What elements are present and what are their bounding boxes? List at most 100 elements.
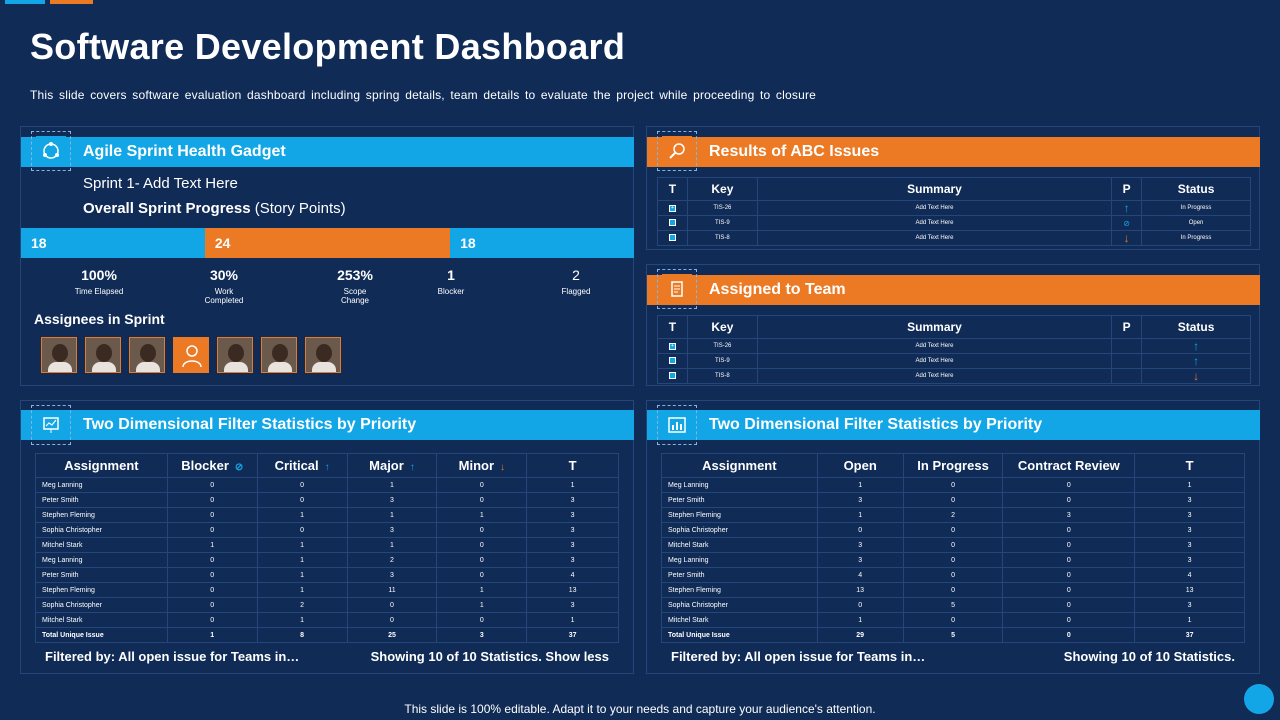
column-header-label: T — [568, 458, 577, 473]
column-header[interactable]: Open — [816, 453, 904, 478]
floating-action-button[interactable] — [1244, 684, 1274, 714]
abc-issues-header: Results of ABC Issues — [647, 137, 1260, 167]
priority-show-less-link[interactable]: Showing 10 of 10 Statistics. Show less — [370, 649, 609, 664]
table-row[interactable]: Stephen Fleming 0 1 1 1 3 — [35, 507, 619, 523]
count-cell: 0 — [166, 612, 258, 628]
count-cell: 13 — [816, 582, 904, 598]
table-row[interactable]: Mitchel Stark 0 1 0 0 1 — [35, 612, 619, 628]
column-header[interactable]: Minor ↓ — [436, 453, 528, 478]
column-header[interactable]: P — [1111, 177, 1143, 201]
column-header[interactable]: Status — [1141, 177, 1251, 201]
table-row[interactable]: Meg Lanning 3 0 0 3 — [661, 552, 1245, 568]
avatar[interactable] — [261, 337, 297, 373]
column-header[interactable]: Summary — [756, 177, 1113, 201]
count-cell: 3 — [526, 492, 619, 508]
count-cell: 1 — [436, 582, 528, 598]
table-row[interactable]: Stephen Fleming 1 2 3 3 — [661, 507, 1245, 523]
sprint-health-panel: Agile Sprint Health Gadget Sprint 1- Add… — [20, 126, 634, 386]
table-row[interactable]: Peter Smith 4 0 0 4 — [661, 567, 1245, 583]
total-cell: 25 — [346, 627, 438, 643]
type-cell: + — [657, 338, 688, 354]
column-header[interactable]: T — [1134, 453, 1245, 478]
avatar[interactable] — [305, 337, 341, 373]
count-cell: 1 — [1134, 612, 1245, 628]
count-cell: 0 — [902, 492, 1004, 508]
avatar-placeholder-icon[interactable] — [173, 337, 209, 373]
table-row[interactable]: TIS-9 Add Text Here ↑ — [657, 353, 1251, 369]
status-cell: ↑ — [1141, 338, 1251, 354]
table-row[interactable]: TIS-9 Add Text Here ⊘ Open — [657, 215, 1251, 231]
assignee-cell: Mitchel Stark — [35, 537, 168, 553]
table-row[interactable]: Peter Smith 0 1 3 0 4 — [35, 567, 619, 583]
count-cell: 1 — [346, 507, 438, 523]
column-header[interactable]: Summary — [756, 315, 1113, 339]
total-cell: 1 — [166, 627, 258, 643]
assignee-cell: Mitchel Stark — [661, 612, 818, 628]
count-cell: 0 — [1002, 552, 1136, 568]
table-row[interactable]: Meg Lanning 0 1 2 0 3 — [35, 552, 619, 568]
table-row[interactable]: + TIS-26 Add Text Here ↑ In Progress — [657, 200, 1251, 216]
avatar[interactable] — [217, 337, 253, 373]
avatar[interactable] — [85, 337, 121, 373]
status-cell: In Progress — [1141, 230, 1251, 246]
page-footer: This slide is 100% editable. Adapt it to… — [404, 702, 876, 716]
sprint-stat: 2 Flagged — [531, 267, 621, 296]
count-cell: 1 — [166, 537, 258, 553]
table-row[interactable]: TIS-8 Add Text Here ↓ In Progress — [657, 230, 1251, 246]
column-header[interactable]: T — [657, 177, 688, 201]
sprint-stat-label: Scope Change — [340, 287, 370, 305]
table-row[interactable]: Meg Lanning 1 0 0 1 — [661, 477, 1245, 493]
table-row[interactable]: Mitchel Stark 1 1 1 0 3 — [35, 537, 619, 553]
priority-cell: ↑ — [1111, 200, 1143, 216]
abc-issues-table: T Key Summary P Status + TIS-26 Add Text Here ↑… — [657, 177, 1251, 246]
column-header[interactable]: Key — [686, 315, 758, 339]
assigned-team-table: T Key Summary P Status + TIS-26 Add Text Here ↑… — [657, 315, 1251, 384]
arrow-up-icon: ↑ — [324, 462, 330, 473]
table-row[interactable]: Mitchel Stark 1 0 0 1 — [661, 612, 1245, 628]
table-row[interactable]: + TIS-26 Add Text Here ↑ — [657, 338, 1251, 354]
column-header[interactable]: Blocker ⊘ — [166, 453, 258, 478]
count-cell: 3 — [816, 492, 904, 508]
assignee-cell: Peter Smith — [661, 567, 818, 583]
column-header[interactable]: Critical ↑ — [256, 453, 348, 478]
count-cell: 0 — [436, 567, 528, 583]
priority-icon-frame — [31, 405, 71, 445]
table-row[interactable]: Sophia Christopher 0 0 0 3 — [661, 522, 1245, 538]
table-row[interactable]: Peter Smith 0 0 3 0 3 — [35, 492, 619, 508]
assigned-team-title: Assigned to Team — [709, 281, 846, 298]
column-header[interactable]: Major ↑ — [346, 453, 438, 478]
sprint-stat: 1 Blocker — [406, 267, 496, 296]
column-header[interactable]: Key — [686, 177, 758, 201]
sprint-stat-label: Blocker — [437, 287, 465, 296]
table-row[interactable]: Sophia Christopher 0 5 0 3 — [661, 597, 1245, 613]
table-row[interactable]: Peter Smith 3 0 0 3 — [661, 492, 1245, 508]
sprint-stat: 253% Scope Change — [310, 267, 400, 305]
count-cell: 0 — [902, 552, 1004, 568]
status-filter-text[interactable]: Filtered by: All open issue for Teams in… — [671, 649, 926, 664]
table-row[interactable]: Sophia Christopher 0 2 0 1 3 — [35, 597, 619, 613]
column-header[interactable]: In Progress — [902, 453, 1004, 478]
column-header[interactable]: Assignment — [35, 453, 168, 478]
column-header[interactable]: T — [526, 453, 619, 478]
arrow-up-icon: ↑ — [409, 462, 415, 473]
count-cell: 0 — [1002, 537, 1136, 553]
avatar[interactable] — [41, 337, 77, 373]
table-row[interactable]: Mitchel Stark 3 0 0 3 — [661, 537, 1245, 553]
column-header[interactable]: T — [657, 315, 688, 339]
column-header[interactable]: Status — [1141, 315, 1251, 339]
priority-filter-text[interactable]: Filtered by: All open issue for Teams in… — [45, 649, 300, 664]
count-cell: 3 — [526, 507, 619, 523]
table-row[interactable]: Sophia Christopher 0 0 3 0 3 — [35, 522, 619, 538]
assignee-cell: Sophia Christopher — [35, 597, 168, 613]
table-row[interactable]: TIS-8 Add Text Here ↓ — [657, 368, 1251, 384]
column-header[interactable]: Assignment — [661, 453, 818, 478]
total-cell: 8 — [256, 627, 348, 643]
column-header[interactable]: Contract Review — [1002, 453, 1136, 478]
table-row[interactable]: Stephen Fleming 13 0 0 13 — [661, 582, 1245, 598]
count-cell: 1 — [256, 537, 348, 553]
count-cell: 0 — [436, 552, 528, 568]
avatar[interactable] — [129, 337, 165, 373]
table-row[interactable]: Stephen Fleming 0 1 11 1 13 — [35, 582, 619, 598]
table-row[interactable]: Meg Lanning 0 0 1 0 1 — [35, 477, 619, 493]
column-header[interactable]: P — [1111, 315, 1143, 339]
